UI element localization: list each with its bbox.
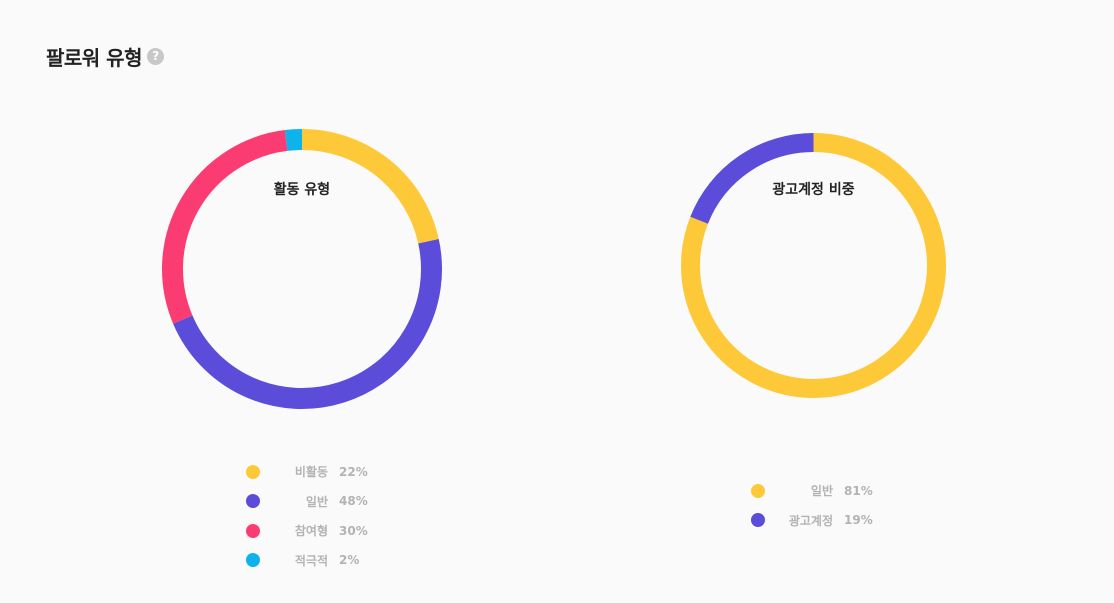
ad-account-donut <box>681 133 946 398</box>
legend-dot <box>751 513 765 528</box>
legend-value: 2% <box>339 553 360 568</box>
section-header: 팔로워 유형 ? <box>46 42 164 71</box>
activity-type-chart: 활동 유형 <box>162 129 442 409</box>
legend-value: 22% <box>339 464 368 479</box>
legend-dot <box>246 523 260 538</box>
legend-dot <box>751 483 765 498</box>
legend-item-active: 적극적 2% <box>246 546 368 576</box>
legend-label: 일반 <box>305 494 328 509</box>
legend-item-general: 일반 81% <box>751 476 873 506</box>
legend-dot <box>246 494 260 509</box>
legend-item-inactive: 비활동 22% <box>246 457 368 487</box>
chart-title: 광고계정 비중 <box>772 182 855 198</box>
donut-slice-비활동[interactable] <box>301 129 439 244</box>
donut-slice-광고계정[interactable] <box>690 133 814 224</box>
legend-value: 19% <box>844 513 873 528</box>
legend-label: 적극적 <box>294 553 328 568</box>
donut-slice-적극적[interactable] <box>284 129 303 151</box>
legend-label: 광고계정 <box>788 513 833 528</box>
ad-account-legend: 일반 81% 광고계정 19% <box>751 476 873 535</box>
donut-slice-일반[interactable] <box>173 239 442 409</box>
legend-label: 참여형 <box>294 524 328 539</box>
legend-label: 비활동 <box>294 465 328 480</box>
help-icon[interactable]: ? <box>146 48 164 65</box>
legend-item-engaged: 참여형 30% <box>246 516 368 546</box>
donut-slice-참여형[interactable] <box>162 130 288 324</box>
legend-label: 일반 <box>810 484 833 499</box>
activity-type-legend: 비활동 22% 일반 48% 참여형 30% 적극적 2% <box>246 457 368 575</box>
legend-value: 81% <box>844 483 873 498</box>
page-title: 팔로워 유형 <box>46 46 142 70</box>
legend-dot <box>246 464 260 479</box>
legend-item-general: 일반 48% <box>246 487 368 517</box>
legend-dot <box>246 553 260 568</box>
chart-title: 활동 유형 <box>273 182 331 198</box>
legend-value: 48% <box>339 494 368 509</box>
donut-slice-일반[interactable] <box>681 133 946 398</box>
activity-type-donut <box>162 129 442 409</box>
legend-value: 30% <box>339 523 368 538</box>
ad-account-chart: 광고계정 비중 <box>681 133 946 398</box>
legend-item-ad-account: 광고계정 19% <box>751 506 873 536</box>
